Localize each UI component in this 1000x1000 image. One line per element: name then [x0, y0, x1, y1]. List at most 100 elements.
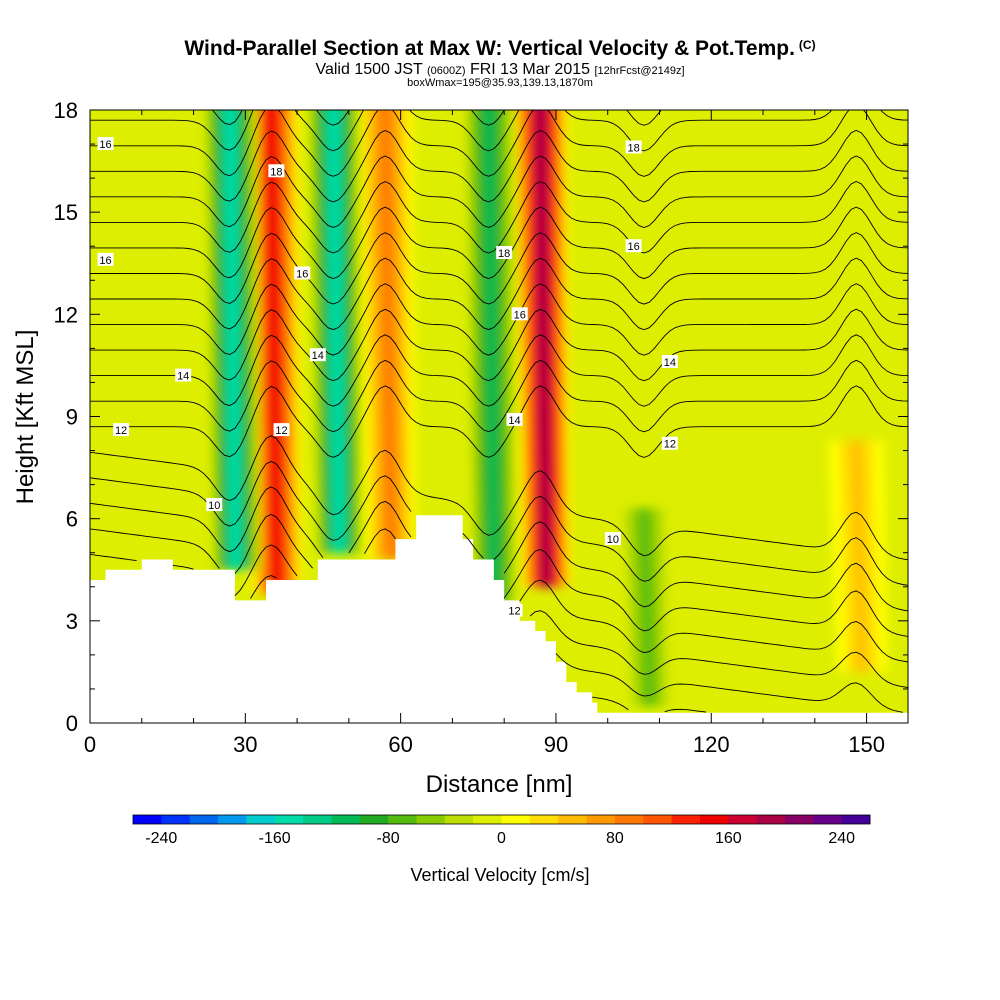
colorbar-title: Vertical Velocity [cm/s] [410, 865, 589, 885]
colorbar-frame [132, 814, 871, 825]
theta-contour [592, 696, 707, 713]
contour-label: 14 [661, 355, 678, 369]
theta-contour [90, 257, 908, 331]
theta-contour [90, 283, 908, 356]
colorbar-swatch [756, 815, 786, 824]
contour-label: 16 [97, 137, 114, 151]
svg-text:12: 12 [115, 425, 127, 437]
colorbar-swatch [699, 815, 729, 824]
y-tick-label: 15 [54, 200, 78, 225]
colorbar-tick-label: -80 [377, 830, 400, 847]
svg-text:16: 16 [99, 255, 111, 267]
theta-contour [90, 180, 908, 254]
theta-contour [90, 460, 908, 586]
x-tick-label: 60 [388, 732, 412, 757]
colorbar-swatch [246, 815, 276, 824]
colorbar-swatch [473, 815, 502, 824]
colorbar-tick-label: -240 [145, 830, 177, 847]
theta-contour [90, 155, 908, 228]
theta-contour [90, 308, 908, 382]
y-tick-label: 6 [66, 507, 78, 532]
contour-label: 14 [506, 412, 523, 427]
contour-label: 12 [273, 423, 290, 437]
colorbar-swatch [416, 815, 446, 824]
contour-label: 18 [625, 140, 642, 154]
theta-contour [555, 653, 903, 713]
updraft-core-band [266, 110, 282, 594]
contour-label: 10 [206, 498, 223, 512]
colorbar-swatch [303, 815, 332, 824]
updraft-core-band [535, 110, 551, 587]
terrain [90, 515, 908, 723]
svg-text:10: 10 [607, 534, 619, 546]
contour-label: 12 [661, 436, 678, 451]
colorbar-tick-label: 240 [828, 830, 855, 847]
colorbar-swatch [388, 815, 417, 824]
x-tick-label: 120 [693, 732, 730, 757]
contour-labels: 16 16 14 12 10 18 16 14 12 18 16 14 12 18 16 14 12 10 [97, 137, 678, 618]
contour-label: 12 [506, 603, 523, 618]
svg-text:16: 16 [627, 241, 639, 253]
chart-subtitle: Valid 1500 JST (0600Z) FRI 13 Mar 2015 [… [315, 61, 685, 78]
y-tick-label: 0 [66, 711, 78, 736]
svg-text:18: 18 [270, 166, 282, 178]
theta-contour [90, 232, 908, 305]
x-axis-title: Distance [nm] [426, 771, 573, 798]
contour-label: 10 [604, 532, 621, 546]
contour-label: 16 [511, 307, 528, 321]
colorbar-swatch [189, 815, 219, 824]
colorbar-swatch [586, 815, 616, 824]
theta-contours [90, 110, 908, 713]
chart-title: Wind-Parallel Section at Max W: Vertical… [184, 37, 816, 60]
svg-text:12: 12 [508, 606, 520, 618]
colorbar-swatch [274, 815, 304, 824]
x-tick-label: 0 [84, 732, 96, 757]
theta-contour [250, 575, 908, 688]
svg-text:18: 18 [498, 248, 510, 260]
colorbar-tick-label: 0 [497, 830, 506, 847]
contour-label: 16 [97, 252, 114, 267]
x-tick-label: 150 [848, 732, 885, 757]
svg-text:18: 18 [627, 142, 639, 154]
downdraft-core-band [328, 110, 344, 553]
box-info: boxWmax=195@35.93,139.13,1870m [407, 77, 593, 89]
theta-contour [90, 486, 908, 612]
colorbar-swatch [558, 815, 588, 824]
svg-text:12: 12 [664, 439, 676, 451]
contour-label: 18 [496, 246, 513, 260]
svg-text:16: 16 [514, 309, 526, 321]
colorbar-swatch [161, 815, 191, 824]
colorbar-swatch [331, 815, 361, 824]
contour-label: 14 [175, 368, 192, 383]
contour-label: 14 [309, 348, 326, 362]
theta-contour [90, 334, 908, 407]
x-tick-label: 30 [233, 732, 257, 757]
svg-text:14: 14 [177, 371, 189, 383]
theta-contour [90, 110, 908, 177]
colorbar-swatch [813, 815, 843, 824]
colorbar-tick-label: 160 [715, 830, 742, 847]
colorbar-swatch [728, 815, 758, 824]
colorbar-swatch [501, 815, 531, 824]
contour-label: 12 [113, 423, 130, 437]
copyright-mark: (C) [798, 38, 816, 52]
theta-contour [90, 206, 908, 280]
colorbar-swatch [643, 815, 673, 824]
contour-label: 18 [268, 164, 285, 178]
x-tick-label: 90 [544, 732, 568, 757]
svg-text:14: 14 [312, 350, 324, 362]
svg-text:16: 16 [99, 139, 111, 151]
colorbar-swatch [614, 815, 644, 824]
svg-text:12: 12 [275, 425, 287, 437]
colorbar: -240 -160 -80 0 80 160 240 [132, 814, 871, 847]
theta-contour [90, 435, 908, 561]
y-tick-label: 9 [66, 405, 78, 430]
svg-text:14: 14 [664, 357, 676, 369]
axes: 0 30 60 90 120 150 0 3 6 9 12 15 18 [54, 98, 908, 757]
downdraft-core-band [483, 110, 500, 604]
colorbar-tick-label: 80 [606, 830, 624, 847]
theta-contour [90, 544, 908, 663]
downdraft-core-band [224, 110, 241, 570]
theta-contour [211, 110, 662, 126]
